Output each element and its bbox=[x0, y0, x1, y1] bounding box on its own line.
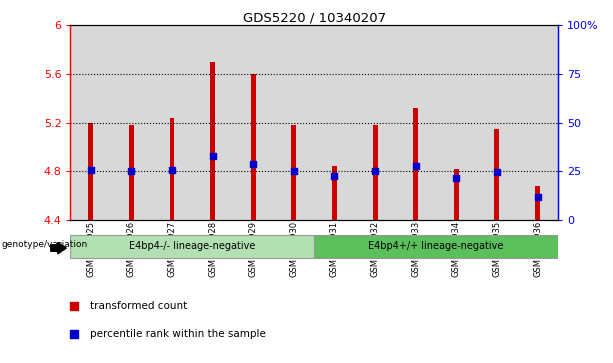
Text: E4bp4+/+ lineage-negative: E4bp4+/+ lineage-negative bbox=[368, 241, 504, 251]
Bar bbox=[170, 118, 175, 220]
FancyArrow shape bbox=[51, 242, 66, 254]
Bar bbox=[436, 25, 477, 220]
Bar bbox=[192, 25, 233, 220]
Point bbox=[370, 168, 380, 174]
Bar bbox=[233, 25, 273, 220]
Text: transformed count: transformed count bbox=[90, 301, 187, 311]
Bar bbox=[273, 25, 314, 220]
Bar bbox=[535, 185, 540, 220]
Bar bbox=[495, 129, 500, 220]
Point bbox=[167, 167, 177, 173]
Bar bbox=[152, 25, 192, 220]
Point bbox=[533, 193, 543, 199]
Title: GDS5220 / 10340207: GDS5220 / 10340207 bbox=[243, 11, 386, 24]
Point bbox=[451, 175, 461, 181]
Point bbox=[492, 170, 502, 175]
Point bbox=[248, 161, 258, 167]
Bar bbox=[314, 25, 355, 220]
Bar bbox=[477, 25, 517, 220]
Point bbox=[126, 168, 136, 174]
Bar bbox=[332, 166, 337, 220]
Point bbox=[86, 167, 96, 173]
Bar bbox=[314, 236, 558, 258]
Bar bbox=[70, 25, 111, 220]
Point bbox=[411, 163, 421, 169]
Text: E4bp4-/- lineage-negative: E4bp4-/- lineage-negative bbox=[129, 241, 256, 251]
Bar bbox=[210, 62, 215, 220]
Bar bbox=[251, 74, 256, 220]
Bar bbox=[413, 108, 418, 220]
Text: percentile rank within the sample: percentile rank within the sample bbox=[90, 329, 266, 339]
Point bbox=[330, 173, 340, 179]
Bar bbox=[70, 236, 314, 258]
Point bbox=[69, 331, 79, 337]
Bar bbox=[454, 169, 459, 220]
Bar bbox=[291, 125, 296, 220]
Point bbox=[289, 168, 299, 174]
Text: genotype/variation: genotype/variation bbox=[1, 240, 88, 249]
Bar bbox=[395, 25, 436, 220]
Point bbox=[69, 303, 79, 309]
Bar bbox=[88, 123, 93, 220]
Bar bbox=[517, 25, 558, 220]
Point bbox=[208, 154, 218, 159]
Bar bbox=[355, 25, 395, 220]
Bar bbox=[373, 125, 378, 220]
Bar bbox=[129, 125, 134, 220]
Bar bbox=[111, 25, 151, 220]
